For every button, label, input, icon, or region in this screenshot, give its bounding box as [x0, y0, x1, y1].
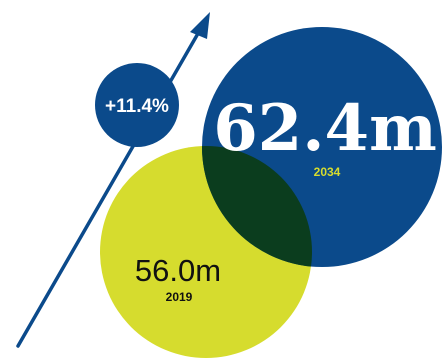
growth-badge [95, 63, 179, 147]
value-label-2034: 62.4m [213, 91, 437, 166]
growth-arrow-head [190, 12, 210, 39]
year-label-2034: 2034 [314, 165, 341, 179]
value-label-2019: 56.0m [135, 253, 221, 288]
growth-label: +11.4% [105, 96, 169, 117]
year-label-2019: 2019 [166, 290, 193, 304]
